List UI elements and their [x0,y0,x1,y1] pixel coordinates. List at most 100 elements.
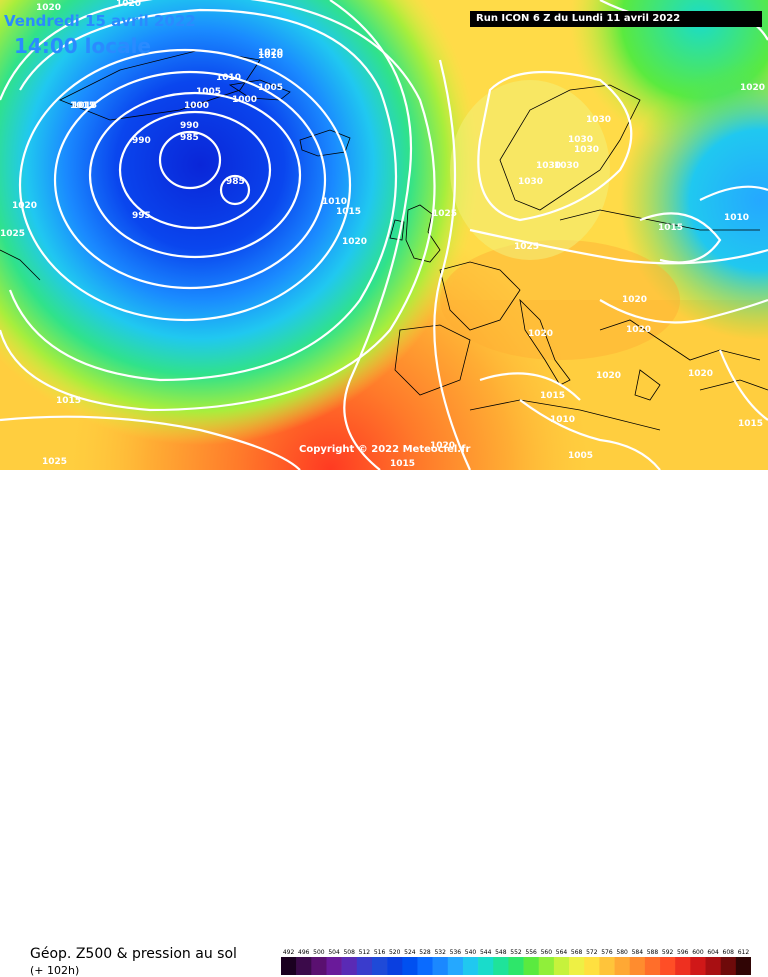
isobar-label: 1000 [232,95,257,105]
legend-color-swatch [720,957,737,975]
isobar-label: 985 [180,133,199,143]
legend-tick-label: 532 [434,949,446,956]
isobar-label: 1005 [568,451,593,461]
caption-title: Géop. Z500 & pression au sol [30,946,237,962]
isobar-label: 1030 [536,161,561,171]
legend-color-swatch [614,957,631,975]
legend-tick-label: 608 [723,949,735,956]
legend-color-swatch [660,957,676,975]
legend-color-swatch [356,957,373,975]
legend-color-swatch [296,957,312,975]
isobar-label: 1010 [724,213,749,223]
map-footer: Géop. Z500 & pression au sol (+ 102h) 49… [0,470,768,977]
legend-tick-label: 572 [586,949,598,956]
isobar-label: 1030 [586,115,611,125]
isobar-label: 1015 [658,223,683,233]
isobar-label: 1025 [42,457,67,467]
legend-color-swatch [523,957,540,975]
legend-color-swatch [326,957,342,975]
isobar-label: 990 [132,136,151,146]
coastlines [0,49,768,431]
isobar-label: 1000 [184,101,209,111]
legend-color-swatch [478,957,494,975]
legend-tick-label: 580 [616,949,628,956]
legend-color-swatch [371,957,388,975]
legend-color-swatch [569,957,585,975]
isobar-label: 1020 [622,295,647,305]
isobar-label: 1020 [626,325,651,335]
isobar-label: 1010 [258,51,283,61]
legend-tick-label: 584 [632,949,644,956]
isobar-label: 1025 [0,229,25,239]
legend-tick-label: 504 [328,949,340,956]
isobars [0,0,768,470]
legend-color-swatch [553,957,570,975]
legend-color-swatch [705,957,721,975]
forecast-time: 14:00 locale [14,34,151,58]
legend-tick-label: 588 [647,949,659,956]
isobar-label: 1010 [322,197,347,207]
legend-tick-label: 604 [707,949,719,956]
legend-color-swatch [447,957,464,975]
legend-color-swatch [402,957,418,975]
isobar-label: 1010 [216,73,241,83]
legend-tick-label: 600 [692,949,704,956]
isobar-label: 1020 [430,441,455,451]
legend-tick-label: 568 [571,949,583,956]
isobar-label: 1030 [518,177,543,187]
legend-tick-label: 612 [738,949,750,956]
model-run-banner: Run ICON 6 Z du Lundi 11 avril 2022 [470,11,762,27]
legend-color-swatch [417,957,433,975]
isobar-label: 1020 [258,48,283,58]
isobar-label: 1015 [56,396,81,406]
isobar-label: 1020 [688,369,713,379]
legend-color-swatch [599,957,615,975]
color-scale-legend: 492 496 500 504 508 512 516 520 524 528 532 536 540 5… [281,949,751,975]
legend-tick-label: 516 [374,949,386,956]
legend-color-swatch [508,957,524,975]
isobar-label: 1020 [116,0,141,9]
legend-tick-label: 500 [313,949,325,956]
legend-tick-label: 492 [283,949,295,956]
legend-tick-label: 544 [480,949,492,956]
copyright-notice: Copyright © 2022 Meteociel.fr [299,444,471,455]
legend-color-swatch [690,957,706,975]
legend-tick-label: 520 [389,949,401,956]
isobar-label: 1030 [554,161,579,171]
legend-tick-label: 536 [450,949,462,956]
isobar-label: 1025 [514,242,539,252]
isobar-label: 1015 [72,101,97,111]
legend-color-swatch [493,957,509,975]
legend-tick-label: 524 [404,949,416,956]
isobar-label: 995 [132,211,151,221]
isobar-label: 985 [226,177,245,187]
legend-color-swatch [341,957,358,975]
isobar-label: 1030 [574,145,599,155]
isobar-label: 1030 [568,135,593,145]
legend-tick-label: 512 [359,949,371,956]
legend-color-swatch [538,957,555,975]
isobar-label: 1025 [432,209,457,219]
legend-tick-label: 564 [556,949,568,956]
legend-color-swatch [629,957,646,975]
z500-pressure-map: 1020 1015 1010 1005 1000 1020 1010 1000 … [0,0,768,470]
legend-tick-label: 556 [525,949,537,956]
legend-tick-label: 540 [465,949,477,956]
legend-tick-label: 508 [343,949,355,956]
isobar-label: 1015 [390,459,415,469]
legend-color-swatch [644,957,661,975]
legend-tick-label: 576 [601,949,613,956]
legend-color-swatch [584,957,600,975]
legend-color-swatch [462,957,479,975]
isobar-label: 1015 [738,419,763,429]
legend-tick-label: 548 [495,949,507,956]
isobar-label: 1020 [528,329,553,339]
legend-color-swatch [675,957,691,975]
isobar-labels: 1020 1015 1010 1005 1000 1020 1010 1000 … [0,0,765,469]
legend-tick-label: 496 [298,949,310,956]
legend-color-swatch [311,957,327,975]
legend-tick-label: 528 [419,949,431,956]
forecast-date: Vendredi 15 avril 2022 [4,12,196,30]
caption-forecast-hour: (+ 102h) [30,964,80,977]
